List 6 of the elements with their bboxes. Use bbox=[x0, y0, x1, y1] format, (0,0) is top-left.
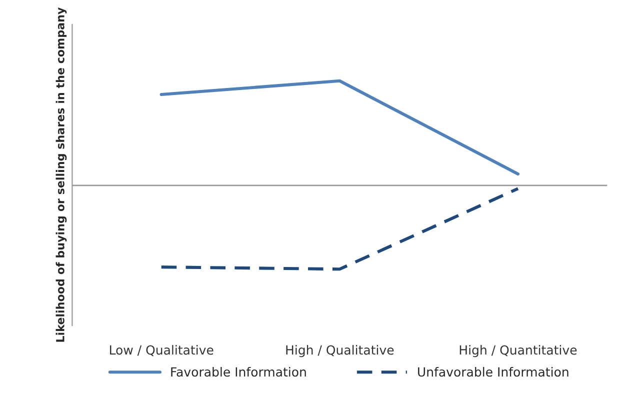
x-tick-label: High / Quantitative bbox=[460, 345, 577, 358]
legend-label: Favorable Information bbox=[171, 366, 306, 377]
y-axis-title: Likelihood of buying or selling shares in the company bbox=[56, 7, 67, 342]
x-tick-label: Low / Qualitative bbox=[110, 345, 214, 356]
x-tick-label: High / Qualitative bbox=[286, 345, 394, 358]
legend-label: Unfavorable Information bbox=[418, 366, 568, 377]
